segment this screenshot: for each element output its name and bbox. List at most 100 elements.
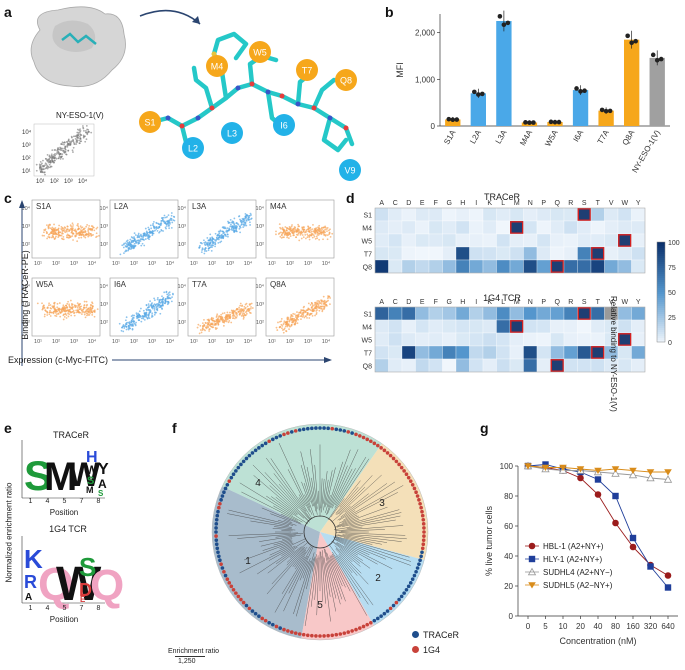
scatter-dot [67,228,69,230]
scatter-dot [306,309,308,311]
scatter-dot [87,230,89,232]
scatter-tick: 10² [178,320,186,326]
scatter-dot [306,317,308,319]
colorbar-step [657,258,665,260]
scatter-dot [250,214,252,216]
scatter-dot [294,313,296,315]
scatter-dot [138,233,140,235]
colorbar-step [657,324,665,326]
scatter-dot [324,226,326,228]
scatter-dot [48,158,50,160]
scatter-dot [287,326,289,328]
scatter-dot [286,237,288,239]
scatter-dot [44,314,46,316]
tree-leaf [409,581,413,585]
scatter-dot [91,314,93,316]
scatter-dot [303,231,305,233]
scale-label: Enrichment ratio [168,648,219,655]
heatmap-cell [375,307,389,320]
heatmap-cell [578,221,592,234]
scatter-dot [150,225,152,227]
colorbar-step [657,256,665,258]
scatter-dot [217,318,219,320]
scatter-dot [206,237,208,239]
scatter-dot [311,307,313,309]
heatmap-cell [632,260,646,273]
heatmap-cell [443,221,457,234]
scatter-dot [229,226,231,228]
tree-leaf [342,631,346,635]
heatmap-cell [429,320,443,333]
scatter-dot [150,310,152,312]
scatter-dot [77,229,79,231]
scatter-dot [161,305,163,307]
heatmap-cell [497,320,511,333]
scatter-dot [330,236,332,238]
scatter-dot [40,161,42,163]
panel-a: 10⁴ 10³ 10² 10¹ 10¹ 10² 10³ 10⁴ S1L2L3M4… [0,0,360,190]
scatter-dot [242,309,244,311]
tree-leaf [219,498,223,502]
scatter-dot [83,235,85,237]
colorbar-step [657,284,665,286]
heatmap-cell [497,260,511,273]
scatter-dot [83,305,85,307]
scatter-dot [199,333,201,335]
tree-leaf [354,433,358,437]
scatter-dot [226,312,228,314]
scatter-dot [69,144,71,146]
heatmap-cell [402,247,416,260]
scatter-dot [80,140,82,142]
tree-leaf [221,494,225,498]
logo-tick: 8 [97,498,101,505]
category-label: L3A [494,128,509,145]
scatter-dot [72,140,74,142]
data-point [665,584,671,590]
scatter-dot [312,224,314,226]
replicate-dot [604,109,609,114]
tree-leaf [218,558,222,562]
scatter-dot [312,237,314,239]
scatter-dot [134,323,136,325]
tree-leaf [257,446,261,450]
tree-leaf [214,530,218,534]
scatter-dot [171,222,173,224]
scatter-dot [301,313,303,315]
scatter-dot [154,309,156,311]
scatter-dot [60,148,62,150]
scatter-dot [312,315,314,317]
scatter-dot [208,249,210,251]
scatter-dot [53,305,55,307]
scatter-dot [140,308,142,310]
scatter-dot [157,297,159,299]
scatter-dot [90,235,92,237]
tree-leaf [362,625,366,629]
tree-leaf [392,604,396,608]
scatter-dot [311,313,313,315]
scatter-dot [158,223,160,225]
scatter-dot [303,306,305,308]
scatter-dot [285,326,287,328]
heatmap-cell [564,307,578,320]
heatmap-col-label: C [393,299,398,306]
scatter-dot [132,329,134,331]
heatmap-cell [632,234,646,247]
x-tick-label: 0 [526,622,531,631]
data-point [612,493,618,499]
heatmap-cell [618,208,632,221]
tree-leaf [413,487,417,491]
heatmap-cell [618,359,632,372]
heatmap-cell [389,333,403,346]
scatter-dot [250,306,252,308]
tree-leaf [421,542,425,546]
scatter-dot [132,241,134,243]
scatter-dot [48,166,50,168]
heatmap-cell [510,234,524,247]
colorbar-step [657,300,665,302]
heatmap-cell [564,208,578,221]
scatter-dot [128,243,130,245]
scatter-dot [72,224,74,226]
scatter-dot [325,234,327,236]
data-point [665,572,672,579]
heatmap-cell [537,247,551,260]
